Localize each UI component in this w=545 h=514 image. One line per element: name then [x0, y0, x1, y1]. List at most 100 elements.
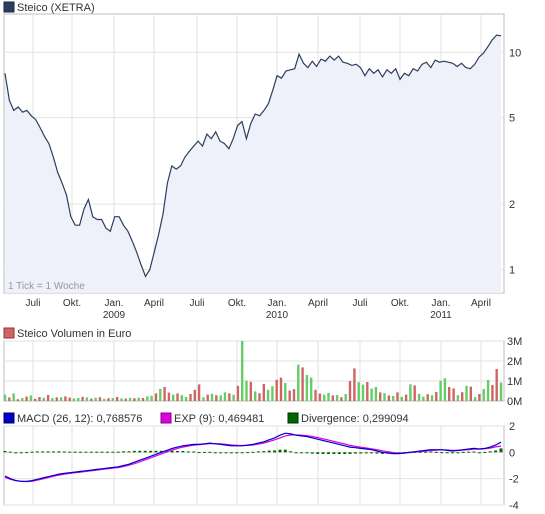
volume-bar [133, 398, 136, 401]
macd-line [4, 432, 502, 482]
volume-bar [482, 389, 485, 401]
volume-bars [3, 341, 503, 401]
volume-bar [184, 397, 188, 401]
macd-y-tick: -4 [509, 500, 519, 512]
volume-bar [266, 389, 270, 401]
volume-bar [8, 397, 11, 401]
divergence-bar [73, 451, 77, 453]
divergence-bar [418, 451, 422, 453]
volume-bar [417, 393, 421, 401]
divergence-bar [105, 451, 109, 453]
volume-bar [310, 377, 313, 401]
divergence-bar [472, 451, 476, 453]
divergence-bar [197, 452, 201, 454]
volume-bar [90, 398, 93, 401]
volume-bar [137, 397, 140, 401]
volume-bar [262, 384, 265, 401]
volume-bar [202, 397, 205, 401]
volume-bar [141, 398, 145, 401]
volume-bar [323, 394, 326, 401]
volume-bar [72, 398, 76, 401]
divergence-bar [116, 451, 120, 453]
divergence-bar [321, 452, 325, 454]
volume-bar [413, 385, 416, 401]
divergence-bar [62, 451, 66, 453]
macd-y-tick: 2 [509, 421, 515, 433]
volume-bar [154, 393, 158, 401]
volume-bar [219, 395, 222, 401]
divergence-bar [300, 452, 303, 454]
volume-bar [38, 397, 41, 401]
volume-bar [435, 392, 438, 401]
divergence-bar [483, 451, 487, 453]
divergence-bar [429, 451, 433, 453]
volume-bar [254, 391, 257, 401]
volume-bar [98, 397, 102, 401]
volume-bar [383, 393, 386, 401]
volume-bar [124, 398, 127, 401]
divergence-bar [170, 450, 174, 453]
divergence-bar [143, 450, 147, 453]
volume-bar [163, 387, 166, 401]
divergence-bar [278, 449, 282, 453]
divergence-bar [343, 452, 347, 454]
divergence-bar [208, 451, 212, 453]
volume-bar [443, 378, 447, 401]
volume-bar [180, 395, 183, 401]
volume-bar [292, 389, 296, 401]
volume-bar [16, 399, 20, 401]
volume-y-tick: 3M [507, 336, 522, 348]
divergence-bar [289, 451, 293, 453]
divergence-bar [461, 451, 465, 453]
volume-bar [258, 393, 261, 401]
price-y-tick: 2 [509, 199, 515, 211]
divergence-legend-swatch [287, 412, 299, 424]
volume-bar [128, 397, 132, 401]
volume-y-tick-labels: 3M 2M 1M 0M [507, 336, 522, 408]
price-x-tick: April [144, 298, 164, 309]
divergence-bar [111, 451, 115, 453]
volume-bar [387, 395, 391, 401]
volume-bar [81, 396, 84, 401]
volume-bar [146, 396, 149, 401]
volume-panel: Steico Volumen in Euro 3M 2M 1M 0M [3, 327, 522, 408]
divergence-bar [122, 451, 126, 453]
price-y-tick: 5 [509, 113, 515, 125]
divergence-bar [310, 452, 314, 454]
divergence-bar [353, 452, 357, 454]
volume-bar [409, 384, 412, 401]
divergence-bar [494, 450, 498, 453]
divergence-bar [138, 450, 142, 453]
divergence-bar [186, 451, 190, 453]
volume-bar [473, 397, 477, 401]
volume-bar [3, 394, 7, 401]
volume-bar [499, 382, 503, 401]
volume-bar [167, 392, 171, 401]
price-x-tick: Juli [25, 298, 40, 309]
divergence-bar [359, 452, 363, 454]
volume-bar [34, 398, 37, 401]
divergence-bar [235, 452, 239, 454]
volume-bar [25, 396, 28, 401]
volume-bar [392, 396, 395, 401]
tick-note: 1 Tick = 1 Woche [8, 281, 85, 292]
divergence-bar [375, 452, 379, 454]
volume-bar [495, 369, 498, 401]
divergence-bar [273, 450, 277, 453]
volume-legend-swatch [3, 327, 15, 339]
divergence-bar [100, 451, 104, 453]
volume-bar [305, 375, 309, 401]
volume-bar [111, 398, 114, 401]
divergence-bar [246, 452, 250, 454]
volume-bar [469, 386, 472, 401]
divergence-bar [41, 451, 45, 453]
volume-bar [228, 393, 231, 401]
price-x-tick: Okt. [228, 298, 246, 309]
volume-bar [374, 387, 378, 401]
volume-bar [275, 379, 278, 401]
macd-panel: MACD (26, 12): 0,768576 EXP (9): 0,46948… [3, 412, 519, 512]
volume-bar [210, 393, 214, 401]
volume-bar [344, 394, 347, 401]
volume-bar [327, 392, 330, 401]
